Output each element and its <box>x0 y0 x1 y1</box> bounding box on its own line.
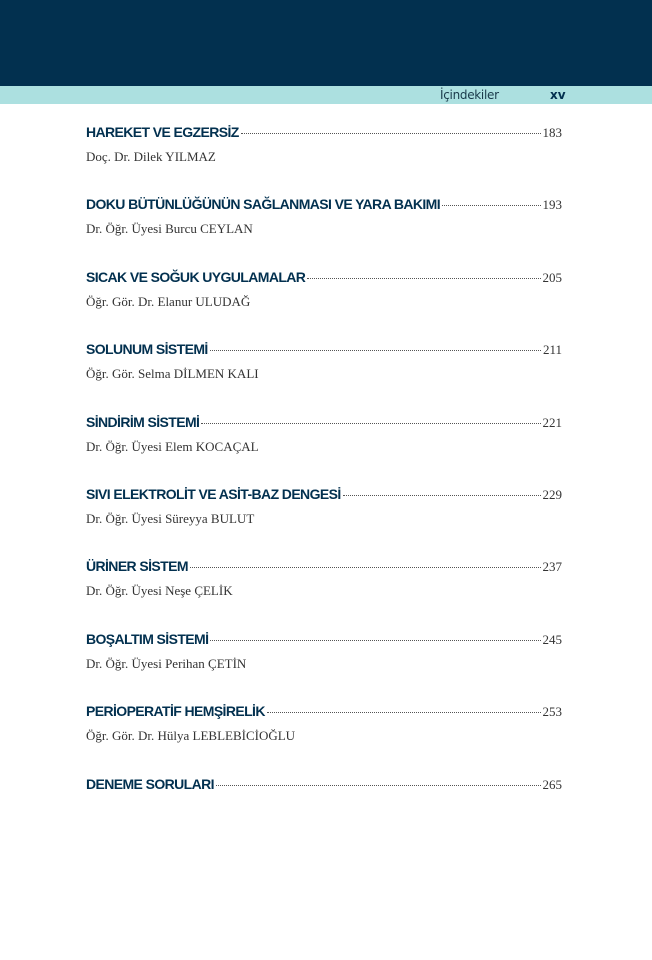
dot-leader <box>266 712 541 714</box>
chapter-author: Dr. Öğr. Üyesi Neşe ÇELİK <box>86 583 233 599</box>
toc-entry[interactable]: DOKU BÜTÜNLÜĞÜNÜN SAĞLANMASI VE YARA BAK… <box>86 196 562 237</box>
header-subband <box>0 86 652 104</box>
toc-entry-row[interactable]: BOŞALTIM SİSTEMİ 245 <box>86 631 562 648</box>
chapter-page: 221 <box>542 414 563 430</box>
chapter-page: 183 <box>542 125 563 140</box>
dot-leader <box>210 639 541 641</box>
dot-leader <box>442 205 541 207</box>
chapter-page: 253 <box>542 704 563 720</box>
chapter-author: Öğr. Gör. Selma DİLMEN KALI <box>86 366 259 382</box>
dot-leader <box>342 495 541 496</box>
chapter-title[interactable]: SIVI ELEKTROLİT VE ASİT-BAZ DENGESİ <box>86 486 341 502</box>
toc-entry[interactable]: PERİOPERATİF HEMŞİRELİK 253 Öğr. Gör. Dr. … <box>86 703 562 744</box>
toc-entry[interactable]: DENEME SORULARI 265 <box>86 776 562 793</box>
chapter-page: 193 <box>542 197 563 213</box>
chapter-title[interactable]: PERİOPERATİF HEMŞİRELİK <box>86 703 265 720</box>
toc-entry[interactable]: SOLUNUM SİSTEMİ 211 Öğr. Gör. Selma DİLMEN… <box>86 341 562 382</box>
toc-entry[interactable]: ÜRİNER SİSTEM 237 Dr. Öğr. Üyesi Neşe ÇELİ… <box>86 558 562 599</box>
chapter-author: Dr. Öğr. Üyesi Süreyya BULUT <box>86 511 255 526</box>
toc-entry-row[interactable]: SOLUNUM SİSTEMİ 211 <box>86 341 562 358</box>
chapter-title[interactable]: SICAK VE SOĞUK UYGULAMALAR <box>86 268 306 285</box>
chapter-title[interactable]: DOKU BÜTÜNLÜĞÜNÜN SAĞLANMASI VE YARA BAK… <box>86 196 441 213</box>
toc-entry-row[interactable]: ÜRİNER SİSTEM 237 <box>86 558 562 575</box>
chapter-page: 205 <box>542 269 563 285</box>
chapter-title[interactable]: HAREKET VE EGZERSİZ <box>86 124 239 140</box>
chapter-author: Dr. Öğr. Üyesi Burcu CEYLAN <box>86 221 253 237</box>
chapter-title[interactable]: ÜRİNER SİSTEM <box>86 558 188 575</box>
toc-entry-row[interactable]: HAREKET VE EGZERSİZ 183 <box>86 124 562 141</box>
dot-leader <box>307 277 541 279</box>
chapter-title[interactable]: SİNDİRİM SİSTEMİ <box>86 413 200 430</box>
toc-entry[interactable]: SIVI ELEKTROLİT VE ASİT-BAZ DENGESİ 229 Dr… <box>86 486 562 527</box>
chapter-page: 265 <box>542 776 563 792</box>
page-number: xv <box>550 88 566 102</box>
chapter-author: Öğr. Gör. Dr. Hülya LEBLEBİCİOĞLU <box>86 728 296 744</box>
dot-leader <box>189 567 541 569</box>
chapter-page: 229 <box>542 487 563 502</box>
toc-entry[interactable]: BOŞALTIM SİSTEMİ 245 Dr. Öğr. Üyesi Periha… <box>86 631 562 672</box>
toc-entry-row[interactable]: DENEME SORULARI 265 <box>86 776 562 793</box>
chapter-page: 211 <box>542 342 562 358</box>
toc-entry[interactable]: HAREKET VE EGZERSİZ 183 Doç. Dr. Dilek YIL… <box>86 124 562 165</box>
chapter-author: Dr. Öğr. Üyesi Elem KOCAÇAL <box>86 438 259 454</box>
chapter-author: Öğr. Gör. Dr. Elanur ULUDAĞ <box>86 293 251 309</box>
chapter-title[interactable]: DENEME SORULARI <box>86 775 215 792</box>
chapter-title[interactable]: SOLUNUM SİSTEMİ <box>86 341 208 358</box>
chapter-page: 237 <box>542 559 563 575</box>
header-band <box>0 0 652 86</box>
chapter-author: Dr. Öğr. Üyesi Perihan ÇETİN <box>86 655 247 671</box>
toc-entry-row[interactable]: DOKU BÜTÜNLÜĞÜNÜN SAĞLANMASI VE YARA BAK… <box>86 196 562 213</box>
toc-entry[interactable]: SICAK VE SOĞUK UYGULAMALAR 205 Öğr. Gör. D… <box>86 269 562 310</box>
dot-leader <box>215 784 541 786</box>
toc-entry[interactable]: SİNDİRİM SİSTEMİ 221 Dr. Öğr. Üyesi Elem K… <box>86 414 562 455</box>
toc-entry-row[interactable]: SIVI ELEKTROLİT VE ASİT-BAZ DENGESİ 229 <box>86 486 562 503</box>
running-header-title: İçindekiler <box>440 88 499 102</box>
dot-leader <box>201 422 541 424</box>
toc-entry-row[interactable]: SICAK VE SOĞUK UYGULAMALAR 205 <box>86 269 562 286</box>
dot-leader <box>240 133 541 134</box>
toc-entry-row[interactable]: PERİOPERATİF HEMŞİRELİK 253 <box>86 703 562 720</box>
chapter-page: 245 <box>542 631 563 647</box>
toc-entry-row[interactable]: SİNDİRİM SİSTEMİ 221 <box>86 414 562 431</box>
chapter-title[interactable]: BOŞALTIM SİSTEMİ <box>86 630 209 647</box>
dot-leader <box>209 350 541 352</box>
chapter-author: Doç. Dr. Dilek YILMAZ <box>86 149 216 164</box>
